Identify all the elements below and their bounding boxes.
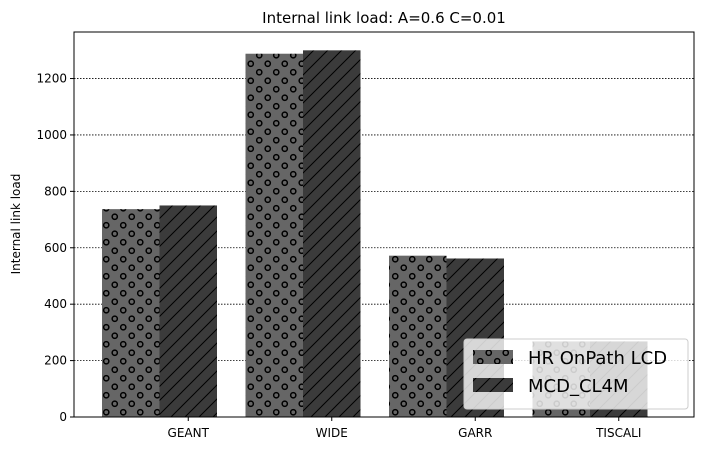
- bar: [159, 205, 217, 417]
- plot-frame: [73, 31, 695, 418]
- y-axis-label: Internal link load: [9, 174, 23, 275]
- x-tick-label: TISCALI: [595, 426, 641, 440]
- legend-label: MCD_CL4M: [528, 376, 629, 397]
- bar: [303, 50, 361, 417]
- legend-swatch: [473, 350, 513, 364]
- legend-box: [463, 338, 689, 410]
- legend: HR OnPath LCD MCD_CL4M: [463, 338, 689, 410]
- y-tick-label: 800: [44, 184, 67, 198]
- legend-label: HR OnPath LCD: [528, 348, 667, 369]
- x-tick-label: GARR: [458, 426, 492, 440]
- x-axis: GEANT WIDE GARR TISCALI: [168, 417, 641, 440]
- x-tick-label: GEANT: [168, 426, 210, 440]
- bar: [245, 53, 303, 417]
- y-axis: 0 200 400 600 800 1000 1200: [36, 72, 74, 424]
- legend-swatch: [473, 378, 513, 392]
- y-tick-label: 1000: [36, 128, 67, 142]
- chart-title: Internal link load: A=0.6 C=0.01: [262, 9, 506, 27]
- y-tick-label: 0: [59, 410, 67, 424]
- y-tick-label: 600: [44, 241, 67, 255]
- bar: [102, 209, 160, 417]
- x-tick-label: WIDE: [316, 426, 348, 440]
- y-tick-label: 200: [44, 354, 67, 368]
- y-tick-label: 400: [44, 297, 67, 311]
- bar: [389, 255, 447, 417]
- y-tick-label: 1200: [36, 72, 67, 86]
